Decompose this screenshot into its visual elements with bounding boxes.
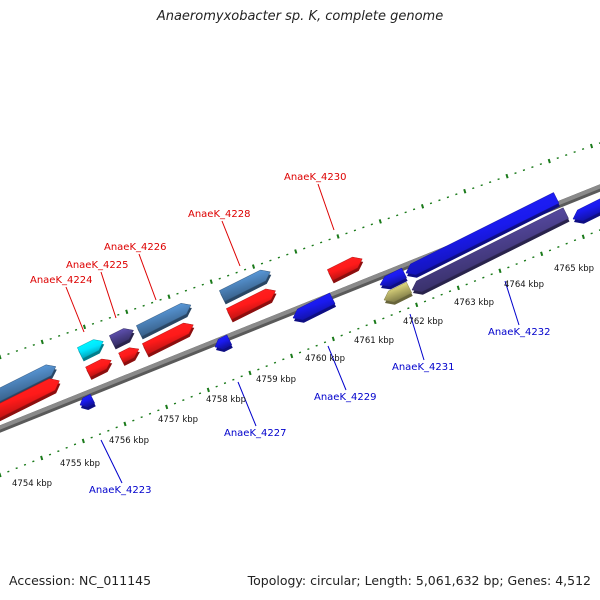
scale-label: 4754 kbp: [12, 479, 52, 489]
scale-tick: [547, 158, 551, 164]
scale-tick: [40, 455, 44, 461]
gene-anaek-4228[interactable]: [218, 269, 271, 302]
accession-text: Accession: NC_011145: [9, 573, 152, 588]
gene-label-forward: AnaeK_4225: [66, 260, 128, 271]
gene-anaek-4223[interactable]: [79, 393, 96, 408]
scale-tick: [420, 203, 425, 209]
gene-anaek-4226[interactable]: [135, 303, 192, 337]
scale-tick: [209, 279, 213, 284]
gene-forward-red-1[interactable]: [0, 378, 60, 419]
scale-tick: [248, 370, 252, 376]
scale-tick: [167, 294, 171, 300]
scale-tick: [463, 188, 467, 194]
scale-tick: [373, 319, 377, 325]
callout-line: [504, 280, 520, 326]
callout-line: [100, 439, 123, 484]
scale-tick: [378, 219, 382, 224]
callout-line: [327, 345, 347, 391]
scale-label: 4761 kbp: [354, 336, 394, 346]
callout-line: [138, 253, 157, 301]
gene-forward-red-5[interactable]: [225, 288, 276, 320]
scale-tick: [40, 339, 44, 345]
scale-label: 4756 kbp: [109, 436, 149, 446]
gene-anaek-4229[interactable]: [292, 292, 336, 321]
gene-anaek-4231[interactable]: [383, 281, 413, 303]
scale-tick: [125, 309, 129, 315]
map-title: Anaeromyxobacter sp. K, complete genome: [156, 9, 444, 24]
gene-label-forward: AnaeK_4226: [104, 242, 166, 253]
scale-tick: [540, 251, 544, 257]
scale-tick: [165, 404, 169, 410]
scale-tick: [0, 354, 2, 360]
gene-label-reverse: AnaeK_4227: [224, 428, 286, 439]
scale-tick: [336, 234, 340, 239]
gene-anaek-4231a[interactable]: [379, 267, 407, 287]
callout-line: [237, 381, 257, 427]
scale-tick: [456, 285, 460, 291]
gene-forward-red-4[interactable]: [141, 322, 194, 355]
scale-label: 4764 kbp: [504, 280, 544, 290]
scale-label: 4762 kbp: [403, 317, 443, 327]
gene-anaek-4225[interactable]: [108, 328, 134, 347]
gene-label-reverse: AnaeK_4223: [89, 485, 151, 496]
gene-reverse-blue-long[interactable]: [405, 192, 560, 276]
scale-tick: [505, 173, 509, 179]
scale-tick: [331, 336, 335, 342]
scale-tick: [206, 387, 210, 393]
gene-forward-red-3[interactable]: [118, 347, 140, 364]
scale-label: 4755 kbp: [60, 459, 100, 469]
scale-tick: [82, 324, 87, 330]
scale-tick: [294, 249, 298, 254]
gene-anaek-4227[interactable]: [214, 334, 233, 350]
callout-line: [221, 220, 241, 267]
gene-label-reverse: AnaeK_4229: [314, 392, 376, 403]
scale-tick: [589, 143, 594, 149]
scale-label: 4759 kbp: [256, 375, 296, 385]
callout-line: [409, 313, 425, 361]
gene-label-reverse: AnaeK_4232: [488, 327, 550, 338]
gene-label-forward: AnaeK_4228: [188, 209, 250, 220]
gene-label-forward: AnaeK_4230: [284, 172, 346, 183]
callout-line: [65, 286, 85, 333]
scale-tick: [581, 234, 585, 240]
gene-label-forward: AnaeK_4224: [30, 275, 92, 286]
gene-anaek-4230[interactable]: [326, 256, 363, 281]
scale-label: 4758 kbp: [206, 395, 246, 405]
scale-tick: [498, 268, 502, 274]
scale-tick: [415, 302, 419, 308]
callout-line: [100, 271, 117, 319]
scale-label: 4757 kbp: [158, 415, 198, 425]
gene-label-reverse: AnaeK_4231: [392, 362, 454, 373]
scale-label: 4763 kbp: [454, 298, 494, 308]
callout-line: [317, 183, 335, 231]
gene-reverse-blue-end[interactable]: [572, 198, 600, 222]
scale-tick: [81, 438, 85, 444]
gene-anaek-4232[interactable]: [411, 207, 569, 293]
gene-forward-steel-1[interactable]: [0, 364, 57, 403]
scale-tick: [0, 472, 2, 478]
scale-tick: [123, 421, 127, 427]
gene-anaek-4224[interactable]: [76, 339, 104, 359]
summary-text: Topology: circular; Length: 5,061,632 bp…: [247, 573, 591, 588]
scale-label: 4760 kbp: [305, 354, 345, 364]
scale-label: 4765 kbp: [554, 264, 594, 274]
gene-forward-red-2[interactable]: [85, 358, 112, 378]
scale-tick: [290, 353, 294, 359]
scale-tick: [251, 264, 256, 269]
